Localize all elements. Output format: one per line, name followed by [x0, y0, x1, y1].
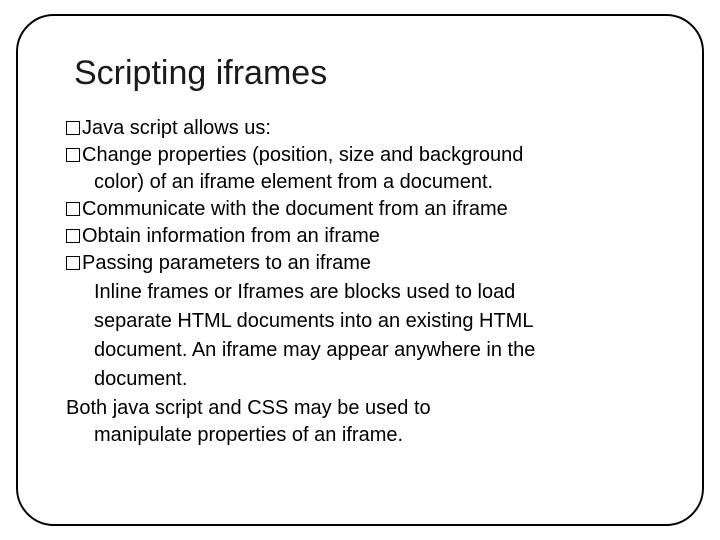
bullet-item-3: Communicate with the document from an if…	[66, 196, 654, 223]
bullet-item-2-cont: color) of an iframe element from a docum…	[66, 169, 654, 196]
square-bullet-icon	[66, 148, 80, 162]
square-bullet-icon	[66, 202, 80, 216]
paragraph-line: separate HTML documents into an existing…	[66, 308, 654, 335]
paragraph-line: Inline frames or Iframes are blocks used…	[66, 279, 654, 306]
closing-line: Both java script and CSS may be used to	[66, 395, 654, 422]
bullet-text: Communicate with the document from an if…	[82, 198, 508, 220]
slide-body: Java script allows us: Change properties…	[66, 115, 654, 449]
bullet-item-5: Passing parameters to an iframe	[66, 250, 654, 277]
square-bullet-icon	[66, 229, 80, 243]
bullet-text: Passing parameters to an iframe	[82, 252, 371, 274]
paragraph-line: document. An iframe may appear anywhere …	[66, 337, 654, 364]
bullet-item-2: Change properties (position, size and ba…	[66, 142, 654, 169]
square-bullet-icon	[66, 121, 80, 135]
bullet-item-4: Obtain information from an iframe	[66, 223, 654, 250]
closing-line-cont: manipulate properties of an iframe.	[66, 422, 654, 449]
square-bullet-icon	[66, 256, 80, 270]
bullet-text: Obtain information from an iframe	[82, 225, 380, 247]
slide-frame: Scripting iframes Java script allows us:…	[16, 14, 704, 526]
paragraph-line: document.	[66, 366, 654, 393]
slide-title: Scripting iframes	[74, 54, 654, 93]
bullet-text: Java script allows us:	[82, 117, 271, 139]
bullet-item-1: Java script allows us:	[66, 115, 654, 142]
bullet-text: Change properties (position, size and ba…	[82, 144, 523, 166]
